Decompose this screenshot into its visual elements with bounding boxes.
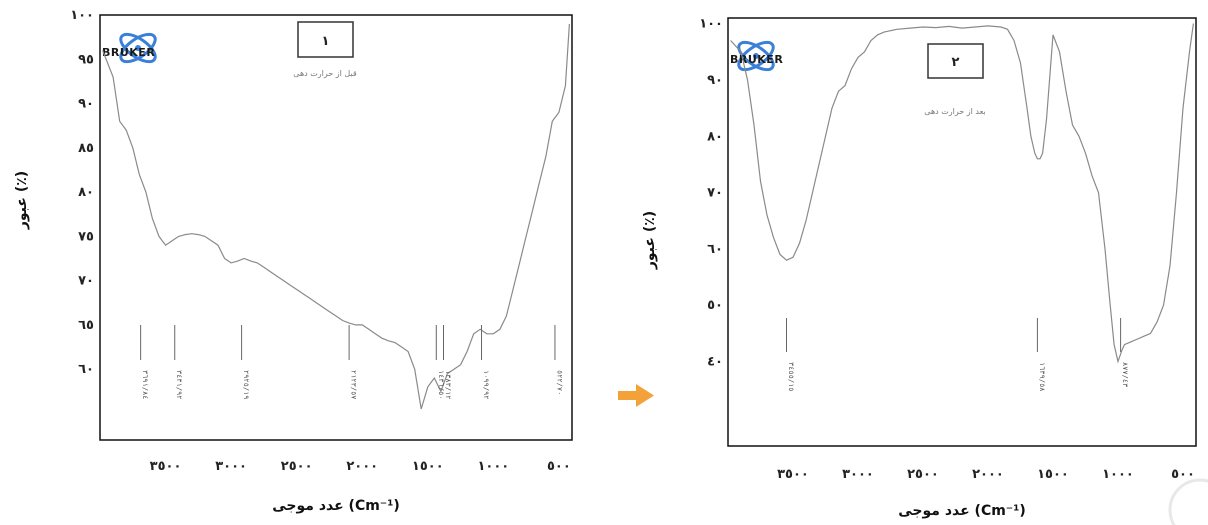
x-tick-label: ٥٠٠	[1171, 467, 1195, 482]
x-tick-label: ٢٠٠٠	[346, 459, 378, 474]
plot-frame-1	[99, 14, 573, 441]
peak-label: ٣٦٩١/٨٤	[141, 370, 149, 400]
x-tick-label: ٢٠٠٠	[972, 467, 1004, 482]
peak-label: ٣٤٥٥/١٥	[787, 362, 795, 392]
caption-1: قبل از حرارت دهی	[293, 69, 357, 78]
y-tick-label: ١٠٠	[70, 8, 94, 23]
y-tick-label: ٧٥	[78, 229, 94, 244]
y-ticks-1: ١٠٠ ٩٥ ٩٠ ٨٥ ٨٠ ٧٥ ٧٠ ٦٥ ٦٠	[70, 8, 94, 377]
x-tick-label: ٣٥٠٠	[777, 467, 809, 482]
x-tick-label: ٣٠٠٠	[215, 459, 247, 474]
y-tick-label: ٩٠	[707, 73, 723, 88]
bruker-logo-1: BRUKER	[102, 32, 157, 64]
x-tick-label: ١٠٠٠	[477, 459, 509, 474]
y-tick-label: ٦٥	[78, 318, 94, 333]
number-box-2	[927, 43, 984, 79]
peak-label: ١٤٣٦/٥٠	[437, 370, 445, 400]
peak-markers-1: ٣٦٩١/٨٤ ٣٤٣١/٩٢ ٢٩٢٥/١٩ ٢١٢٣/٥٧ ١٤٣٦/٥٠ ١٣٨٣/…	[140, 325, 563, 400]
y-tick-label: ٩٥	[78, 52, 94, 67]
y-tick-label: ٧٠	[707, 186, 723, 201]
peak-label: ٣٤٣١/٩٢	[175, 370, 183, 400]
logo-text: BRUKER	[102, 46, 155, 59]
peak-label: ٢٩٢٥/١٩	[242, 370, 250, 400]
spectrum-line-2	[730, 23, 1194, 364]
peak-label: ١٣٨٣/١٢	[444, 370, 452, 400]
x-tick-label: ٣٥٠٠	[150, 459, 182, 474]
peak-label: ٨٧٧/٤٣	[1121, 362, 1129, 387]
x-ticks-1: ٣٥٠٠ ٣٠٠٠ ٢٥٠٠ ٢٠٠٠ ١٥٠٠ ١٠٠٠ ٥٠٠	[150, 459, 571, 474]
y-tick-label: ٨٠	[78, 185, 94, 200]
chart-1: BRUKER ١ قبل از حرارت دهی ٣٦٩١/٨٤ ٣٤٣١/٩٢…	[14, 8, 573, 514]
plot-frame-2	[727, 17, 1197, 447]
x-axis-title-1: عدد موجی (Cm⁻¹)	[272, 498, 399, 514]
y-ticks-2: ١٠٠ ٩٠ ٨٠ ٧٠ ٦٠ ٥٠ ٤٠	[699, 17, 723, 370]
y-tick-label: ٤٠	[707, 355, 723, 370]
spectrum-line-1	[102, 23, 570, 410]
caption-2: بعد از حرارت دهی	[924, 107, 985, 116]
y-axis-title-2: عبور (٪)	[642, 211, 658, 270]
peak-label: ٥٢٢/٧٠	[555, 370, 563, 395]
y-tick-label: ٥٠	[707, 298, 723, 313]
y-tick-label: ٦٠	[707, 242, 723, 257]
y-tick-label: ٩٠	[78, 97, 94, 112]
peak-label: ١٠٩٩/٩٢	[482, 370, 490, 400]
bruker-logo-2: BRUKER	[730, 40, 783, 72]
y-axis-title-1: عبور (٪)	[14, 171, 30, 230]
x-tick-label: ٢٥٠٠	[281, 459, 313, 474]
logo-text: BRUKER	[730, 53, 783, 66]
x-axis-title-2: عدد موجی (Cm⁻¹)	[898, 503, 1025, 519]
x-tick-label: ١٥٠٠	[1037, 467, 1069, 482]
x-tick-label: ٣٠٠٠	[842, 467, 874, 482]
number-box-1	[297, 21, 354, 58]
number-box-label-1: ١	[322, 34, 330, 49]
number-box-label-2: ٢	[952, 55, 960, 70]
watermark-circle	[1168, 478, 1208, 525]
x-tick-label: ٥٠٠	[547, 459, 571, 474]
peak-label: ٢١٢٣/٥٧	[350, 370, 358, 400]
peak-markers-2: ٣٤٥٥/١٥ ١٦٣٩/٥٨ ٨٧٧/٤٣	[786, 318, 1129, 392]
y-tick-label: ٧٠	[78, 274, 94, 289]
x-ticks-2: ٣٥٠٠ ٣٠٠٠ ٢٥٠٠ ٢٠٠٠ ١٥٠٠ ١٠٠٠ ٥٠٠	[777, 467, 1195, 482]
y-tick-label: ٨٠	[707, 129, 723, 144]
x-tick-label: ٢٥٠٠	[907, 467, 939, 482]
x-tick-label: ١٥٠٠	[412, 459, 444, 474]
y-tick-label: ٦٠	[78, 362, 94, 377]
peak-label: ١٦٣٩/٥٨	[1038, 362, 1046, 392]
x-tick-label: ١٠٠٠	[1102, 467, 1134, 482]
atom-icon	[119, 32, 157, 64]
atom-icon	[737, 40, 775, 72]
y-tick-label: ١٠٠	[699, 17, 723, 32]
chart-2: BRUKER ٢ بعد از حرارت دهی ٣٤٥٥/١٥ ١٦٣٩/٥٨…	[642, 17, 1197, 519]
y-tick-label: ٨٥	[78, 141, 94, 156]
right-arrow-icon	[618, 384, 654, 407]
